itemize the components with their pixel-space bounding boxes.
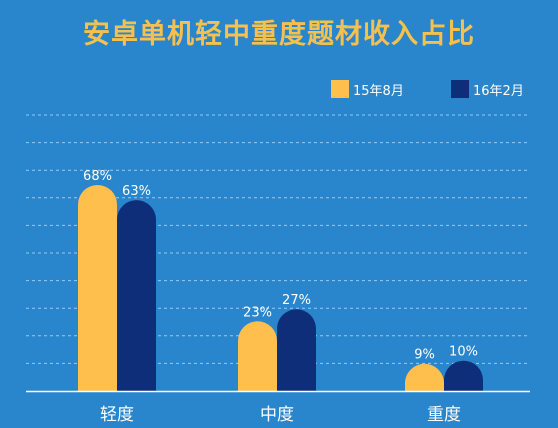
chart-title: 安卓单机轻中重度题材收入占比 [83, 19, 475, 50]
bar-轻度-16年2月 [117, 200, 156, 391]
category-label-重度: 重度 [427, 405, 461, 425]
bar-中度-15年8月 [238, 321, 277, 391]
legend-swatch-series-1 [331, 80, 349, 98]
data-label-轻度-16年2月: 63% [122, 184, 151, 199]
legend-label-series-1: 15年8月 [353, 83, 404, 99]
legend-swatch-series-2 [451, 80, 469, 98]
legend-item-series-1: 15年8月 [331, 79, 404, 99]
data-label-轻度-15年8月: 68% [83, 169, 112, 184]
bar-重度-16年2月 [444, 360, 483, 391]
data-label-中度-16年2月: 27% [282, 293, 311, 308]
bar-中度-16年2月 [277, 309, 316, 391]
data-label-重度-16年2月: 10% [449, 345, 478, 360]
bar-重度-15年8月 [405, 363, 444, 391]
data-label-重度-15年8月: 9% [414, 348, 435, 363]
legend-item-series-2: 16年2月 [451, 79, 524, 99]
bar-轻度-15年8月 [78, 184, 117, 391]
legend-label-series-2: 16年2月 [473, 83, 524, 99]
category-label-中度: 中度 [260, 405, 294, 425]
data-label-中度-15年8月: 23% [243, 305, 272, 320]
category-label-轻度: 轻度 [100, 405, 134, 425]
